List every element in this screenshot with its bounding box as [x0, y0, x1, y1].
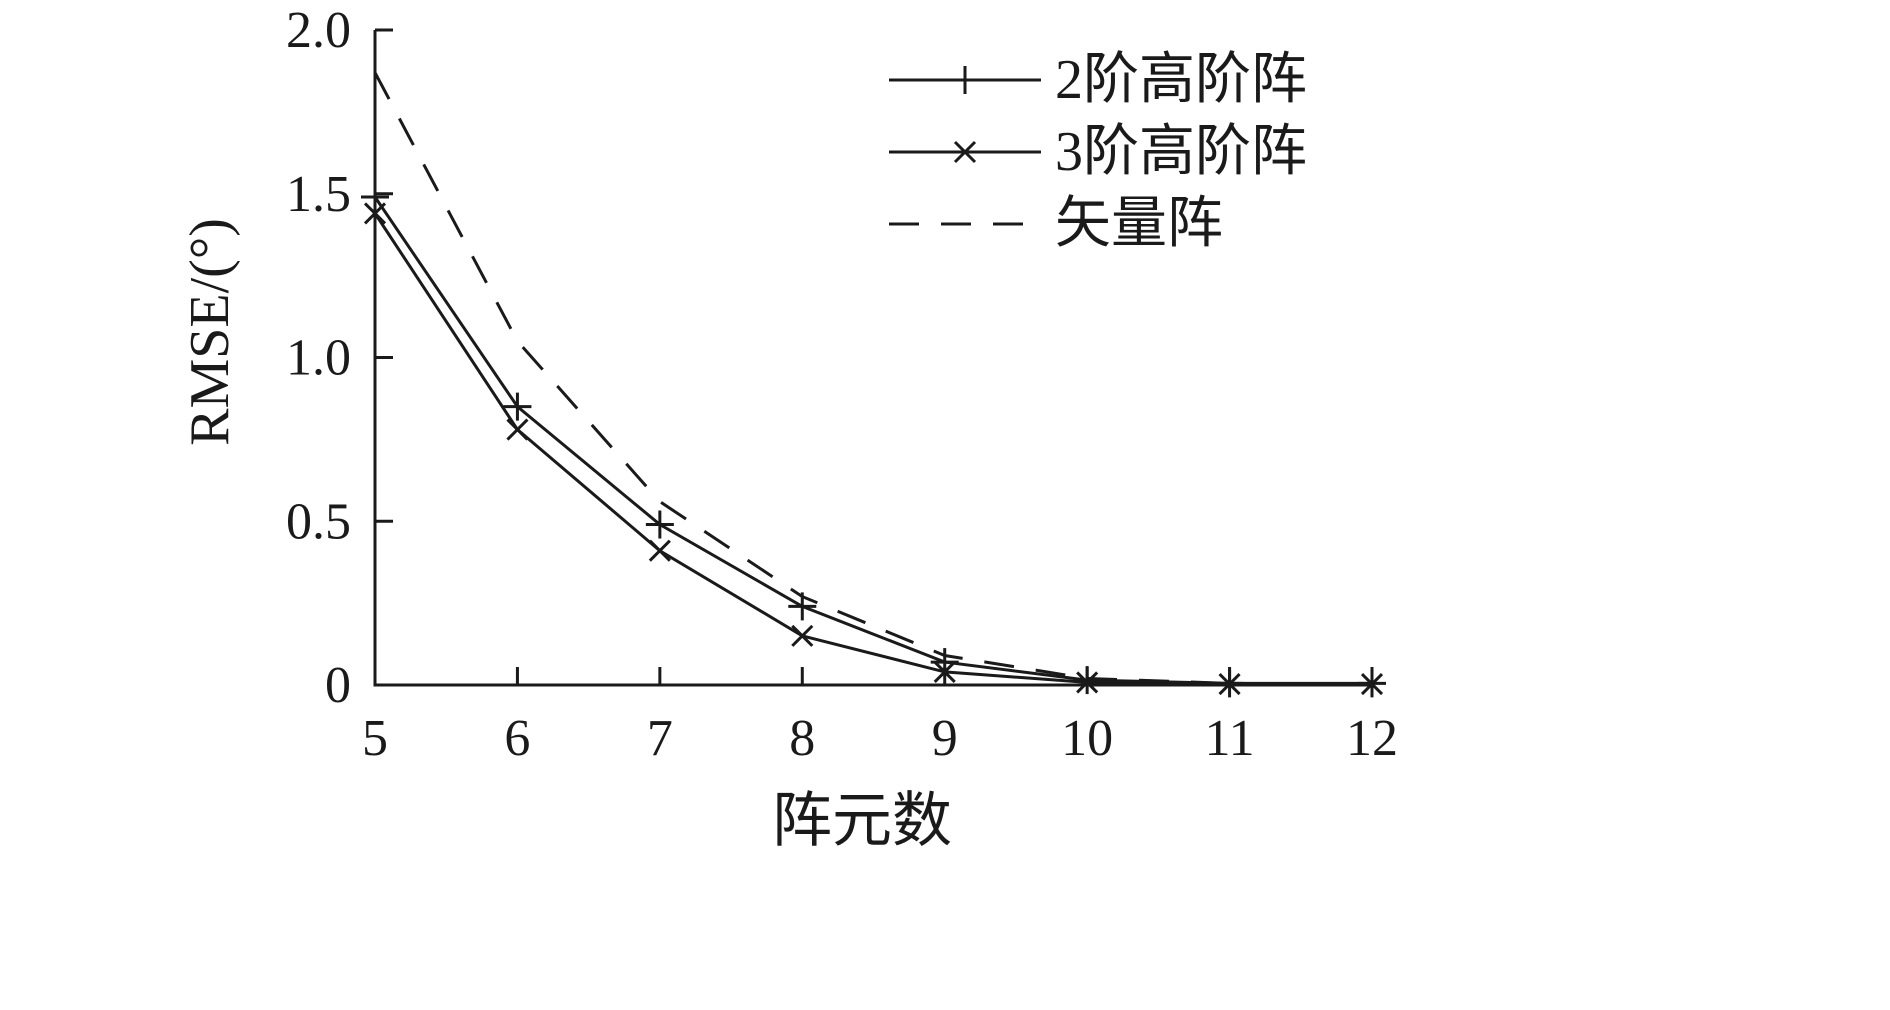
x-tick-label: 11: [1205, 710, 1255, 767]
y-tick-label: 0.5: [286, 493, 351, 550]
legend-sample-plus-line: [889, 66, 1041, 94]
y-tick-label: 2.0: [286, 2, 351, 59]
x-tick-label: 7: [647, 710, 673, 767]
legend-item-label: 2阶高阶阵: [1055, 49, 1307, 111]
legend-sample-x-line: [889, 140, 1041, 164]
axes: 0 0.5 1.0 1.5 2.0 5 6 7 8 9 10 11 12: [286, 2, 1398, 767]
y-tick-label: 1.0: [286, 330, 351, 387]
legend-item-label: 矢量阵: [1055, 193, 1223, 255]
y-tick-label: 1.5: [286, 166, 351, 223]
x-axis-label: 阵元数: [772, 788, 952, 854]
series-2: [373, 71, 1373, 686]
legend-item-label: 3阶高阶阵: [1055, 121, 1307, 183]
y-axis-label: RMSE/(°): [179, 218, 241, 446]
series-1: [363, 202, 1384, 696]
y-tick-label: 0: [325, 657, 351, 714]
legend: 2阶高阶阵 3阶高阶阵 矢量阵: [885, 44, 1307, 260]
x-tick-label: 9: [932, 710, 958, 767]
legend-item: 矢量阵: [885, 188, 1307, 260]
x-tick-label: 10: [1061, 710, 1113, 767]
legend-sample-dashed-line: [889, 222, 1041, 226]
x-tick-label: 8: [789, 710, 815, 767]
legend-item: 2阶高阶阵: [885, 44, 1307, 116]
legend-item: 3阶高阶阵: [885, 116, 1307, 188]
series-0: [361, 183, 1386, 698]
x-tick-label: 12: [1346, 710, 1398, 767]
x-tick-label: 5: [362, 710, 388, 767]
x-tick-label: 6: [504, 710, 530, 767]
